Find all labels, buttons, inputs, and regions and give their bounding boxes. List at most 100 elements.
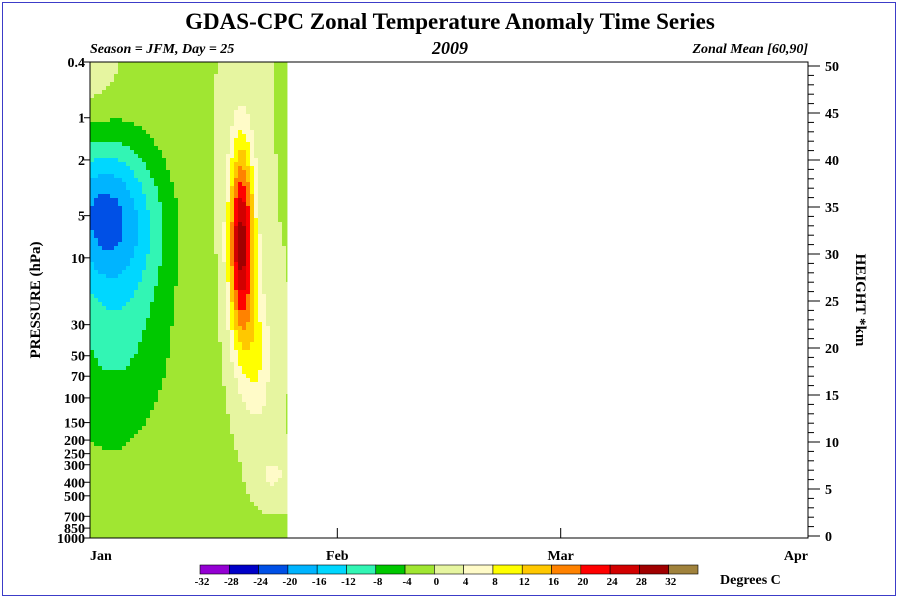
anomaly-cell bbox=[218, 294, 222, 298]
anomaly-cell bbox=[90, 242, 94, 246]
anomaly-cell bbox=[182, 318, 186, 322]
anomaly-cell bbox=[190, 378, 194, 382]
anomaly-cell bbox=[94, 470, 98, 474]
anomaly-cell bbox=[174, 282, 178, 286]
anomaly-cell bbox=[142, 470, 146, 474]
anomaly-cell bbox=[202, 142, 206, 146]
anomaly-cell bbox=[166, 278, 170, 282]
anomaly-cell bbox=[222, 254, 226, 258]
anomaly-cell bbox=[250, 338, 254, 342]
anomaly-cell bbox=[246, 90, 250, 94]
anomaly-cell bbox=[178, 102, 182, 106]
anomaly-cell bbox=[106, 318, 110, 322]
anomaly-cell bbox=[242, 346, 246, 350]
anomaly-cell bbox=[158, 66, 162, 70]
anomaly-cell bbox=[218, 366, 222, 370]
anomaly-cell bbox=[222, 238, 226, 242]
anomaly-cell bbox=[250, 146, 254, 150]
anomaly-cell bbox=[158, 94, 162, 98]
anomaly-cell bbox=[182, 338, 186, 342]
anomaly-cell bbox=[174, 514, 178, 518]
anomaly-cell bbox=[126, 258, 130, 262]
anomaly-cell bbox=[246, 206, 250, 210]
anomaly-cell bbox=[178, 238, 182, 242]
anomaly-cell bbox=[182, 462, 186, 466]
anomaly-cell bbox=[162, 230, 166, 234]
anomaly-cell bbox=[210, 430, 214, 434]
anomaly-cell bbox=[178, 346, 182, 350]
anomaly-cell bbox=[170, 94, 174, 98]
anomaly-cell bbox=[238, 146, 242, 150]
anomaly-cell bbox=[198, 486, 202, 490]
anomaly-cell bbox=[186, 422, 190, 426]
anomaly-cell bbox=[118, 326, 122, 330]
anomaly-cell bbox=[158, 62, 162, 66]
anomaly-cell bbox=[222, 74, 226, 78]
anomaly-cell bbox=[214, 518, 218, 522]
anomaly-cell bbox=[222, 458, 226, 462]
anomaly-cell bbox=[106, 90, 110, 94]
anomaly-cell bbox=[138, 350, 142, 354]
anomaly-cell bbox=[170, 518, 174, 522]
anomaly-cell bbox=[134, 302, 138, 306]
anomaly-cell bbox=[194, 514, 198, 518]
anomaly-cell bbox=[218, 254, 222, 258]
anomaly-cell bbox=[126, 430, 130, 434]
anomaly-cell bbox=[166, 466, 170, 470]
anomaly-cell bbox=[190, 402, 194, 406]
anomaly-cell bbox=[174, 274, 178, 278]
anomaly-cell bbox=[246, 146, 250, 150]
anomaly-cell bbox=[102, 258, 106, 262]
anomaly-cell bbox=[234, 338, 238, 342]
anomaly-cell bbox=[110, 274, 114, 278]
anomaly-cell bbox=[154, 478, 158, 482]
anomaly-cell bbox=[150, 362, 154, 366]
anomaly-cell bbox=[110, 498, 114, 502]
anomaly-cell bbox=[242, 102, 246, 106]
anomaly-cell bbox=[134, 430, 138, 434]
anomaly-cell bbox=[234, 354, 238, 358]
anomaly-cell bbox=[94, 346, 98, 350]
anomaly-cell bbox=[218, 246, 222, 250]
anomaly-cell bbox=[178, 222, 182, 226]
anomaly-cell bbox=[214, 322, 218, 326]
anomaly-cell bbox=[170, 70, 174, 74]
anomaly-cell bbox=[190, 426, 194, 430]
anomaly-cell bbox=[174, 346, 178, 350]
anomaly-cell bbox=[110, 222, 114, 226]
anomaly-cell bbox=[154, 310, 158, 314]
anomaly-cell bbox=[186, 482, 190, 486]
anomaly-cell bbox=[134, 322, 138, 326]
anomaly-cell bbox=[222, 354, 226, 358]
anomaly-cell bbox=[242, 462, 246, 466]
anomaly-cell bbox=[118, 114, 122, 118]
anomaly-cell bbox=[234, 70, 238, 74]
anomaly-cell bbox=[214, 86, 218, 90]
anomaly-cell bbox=[254, 374, 258, 378]
anomaly-cell bbox=[166, 486, 170, 490]
anomaly-cell bbox=[190, 206, 194, 210]
anomaly-cell bbox=[226, 430, 230, 434]
anomaly-cell bbox=[146, 350, 150, 354]
anomaly-cell bbox=[174, 414, 178, 418]
anomaly-cell bbox=[250, 346, 254, 350]
anomaly-cell bbox=[122, 142, 126, 146]
anomaly-cell bbox=[162, 314, 166, 318]
anomaly-cell bbox=[182, 442, 186, 446]
anomaly-cell bbox=[254, 510, 258, 514]
anomaly-cell bbox=[206, 314, 210, 318]
anomaly-cell bbox=[206, 98, 210, 102]
anomaly-cell bbox=[210, 170, 214, 174]
anomaly-cell bbox=[102, 170, 106, 174]
anomaly-cell bbox=[150, 202, 154, 206]
anomaly-cell bbox=[98, 470, 102, 474]
anomaly-cell bbox=[162, 366, 166, 370]
anomaly-cell bbox=[250, 286, 254, 290]
anomaly-cell bbox=[190, 494, 194, 498]
anomaly-cell bbox=[198, 206, 202, 210]
anomaly-cell bbox=[166, 330, 170, 334]
anomaly-cell bbox=[166, 206, 170, 210]
anomaly-cell bbox=[154, 78, 158, 82]
anomaly-cell bbox=[210, 322, 214, 326]
anomaly-cell bbox=[246, 322, 250, 326]
